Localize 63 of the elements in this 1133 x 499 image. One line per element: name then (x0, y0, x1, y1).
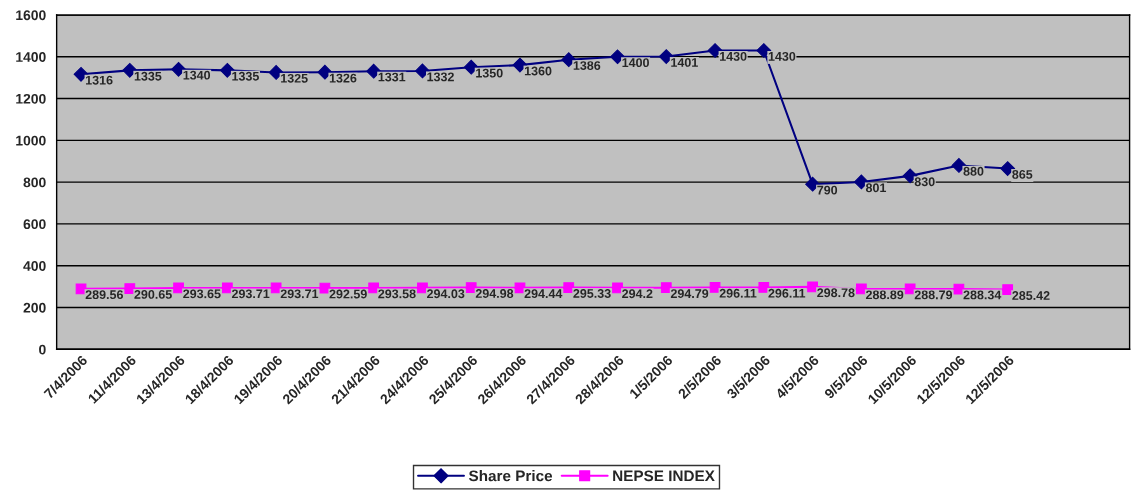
data-label: 294.2 (622, 289, 653, 299)
data-label: 1401 (671, 58, 698, 67)
y-tick-label: 400 (23, 261, 46, 271)
data-label: 289.56 (85, 290, 123, 300)
data-label: 293.71 (280, 289, 319, 299)
data-label: 298.78 (817, 288, 855, 298)
data-label: 296.11 (719, 288, 757, 298)
point (709, 282, 721, 293)
point (758, 282, 770, 293)
data-label: 1326 (329, 73, 357, 83)
data-label: 285.42 (1012, 291, 1050, 300)
data-label: 1316 (85, 75, 113, 85)
data-label: 1430 (768, 51, 796, 61)
data-label: 1386 (573, 61, 601, 70)
data-label: 293.71 (231, 289, 270, 299)
data-label: 865 (1012, 170, 1033, 179)
legend-label: Share Price (468, 470, 553, 482)
data-label: 293.65 (183, 289, 221, 299)
data-label: 790 (817, 185, 838, 195)
y-tick-label: 1600 (16, 10, 46, 21)
point (807, 281, 818, 293)
data-label: 1335 (134, 71, 162, 81)
data-label: 294.98 (475, 289, 514, 298)
data-label: 288.34 (963, 290, 1002, 300)
data-label: 880 (963, 166, 984, 176)
point (612, 282, 623, 294)
y-tick-label: 1000 (16, 135, 46, 146)
point (465, 282, 477, 294)
data-label: 294.79 (670, 289, 709, 298)
data-label: 293.58 (378, 289, 416, 299)
legend-label: NEPSE INDEX (613, 470, 715, 482)
data-label: 288.89 (865, 290, 904, 300)
data-label: 294.44 (524, 289, 563, 299)
y-tick-label: 1400 (16, 52, 46, 62)
data-label: 830 (914, 177, 935, 187)
data-label: 288.79 (914, 290, 953, 300)
y-tick-label: 0 (39, 344, 46, 355)
y-tick-label: 600 (23, 219, 46, 230)
data-label: 1360 (524, 66, 552, 76)
y-tick-label: 200 (23, 302, 46, 313)
data-label: 1331 (378, 72, 406, 82)
point (514, 282, 526, 294)
data-label: 294.03 (427, 289, 465, 299)
data-label: 801 (865, 183, 887, 193)
point (1002, 284, 1014, 296)
data-label: 1430 (720, 51, 747, 61)
point (75, 283, 87, 295)
point (660, 282, 672, 294)
point (417, 282, 428, 294)
data-label: 295.33 (573, 289, 611, 298)
point (563, 282, 575, 293)
y-tick-label: 1200 (16, 93, 46, 104)
data-label: 1400 (622, 58, 649, 68)
y-tick-label: 800 (23, 177, 46, 188)
data-label: 292.59 (329, 289, 367, 299)
data-label: 1350 (476, 68, 503, 78)
data-label: 296.11 (768, 288, 806, 298)
data-label: 1335 (232, 71, 259, 81)
data-label: 1325 (281, 73, 308, 83)
data-label: 290.65 (134, 290, 172, 299)
point (124, 283, 136, 294)
data-label: 1332 (427, 72, 454, 82)
data-label: 1340 (183, 70, 211, 80)
